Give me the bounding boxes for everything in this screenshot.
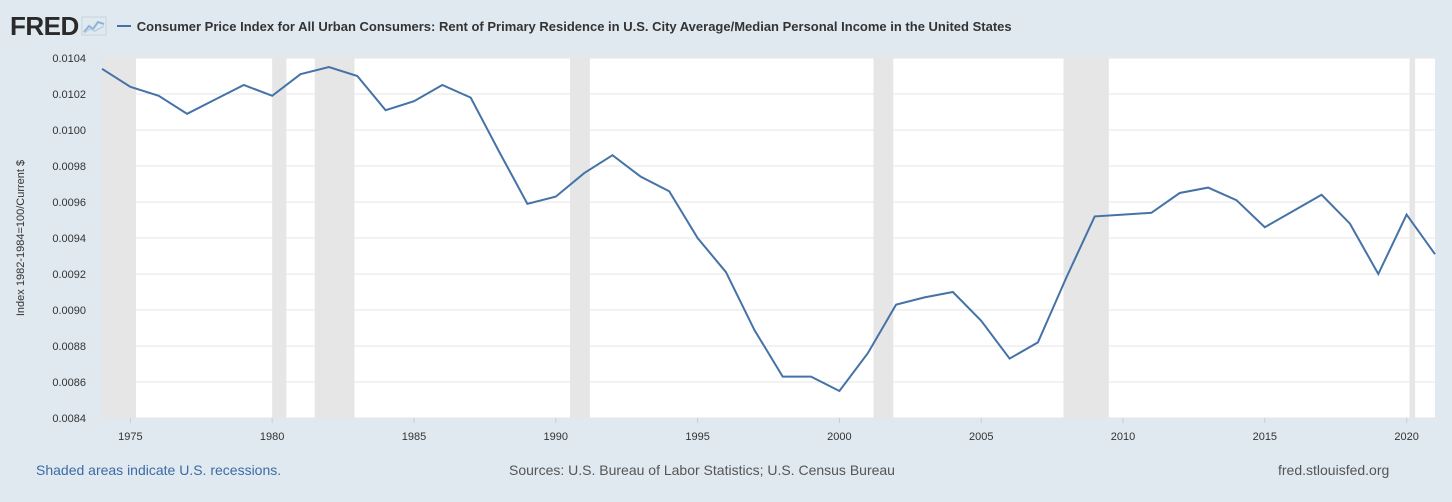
y-tick-label: 0.0086 <box>52 377 86 389</box>
x-tick-label: 2010 <box>1111 431 1135 443</box>
x-tick-label: 1995 <box>685 431 709 443</box>
y-tick-label: 0.0090 <box>52 305 86 317</box>
y-axis-label: Index 1982-1984=100/Current $ <box>15 160 27 316</box>
recession-note-link[interactable]: Shaded areas indicate U.S. recessions. <box>36 462 282 478</box>
x-tick-label: 2015 <box>1253 431 1277 443</box>
y-tick-label: 0.0088 <box>52 341 86 353</box>
y-tick-label: 0.0084 <box>52 413 86 425</box>
legend[interactable]: Consumer Price Index for All Urban Consu… <box>116 18 1012 34</box>
fred-logo[interactable]: FRED <box>10 11 79 41</box>
y-tick-label: 0.0098 <box>52 161 86 173</box>
legend-label: Consumer Price Index for All Urban Consu… <box>136 18 1012 34</box>
y-tick-label: 0.0104 <box>52 53 86 65</box>
x-tick-label: 2005 <box>969 431 993 443</box>
x-tick-label: 1990 <box>544 431 568 443</box>
y-tick-label: 0.0100 <box>52 125 86 137</box>
x-tick-label: 2020 <box>1394 431 1418 443</box>
x-tick-label: 1975 <box>118 431 142 443</box>
y-tick-label: 0.0094 <box>52 233 86 245</box>
legend-swatch <box>116 25 131 27</box>
y-tick-label: 0.0092 <box>52 269 86 281</box>
x-tick-label: 1980 <box>260 431 284 443</box>
x-tick-label: 1985 <box>402 431 426 443</box>
site-link[interactable]: fred.stlouisfed.org <box>1278 462 1390 478</box>
chart-line-icon <box>81 16 107 36</box>
x-tick-label: 2000 <box>827 431 851 443</box>
y-tick-label: 0.0096 <box>52 197 86 209</box>
y-tick-label: 0.0102 <box>52 89 86 101</box>
chart-header: FRED Consumer Price Index for All Urban … <box>10 12 1012 40</box>
series-line[interactable] <box>101 65 1436 393</box>
sources-text: Sources: U.S. Bureau of Labor Statistics… <box>509 462 895 478</box>
